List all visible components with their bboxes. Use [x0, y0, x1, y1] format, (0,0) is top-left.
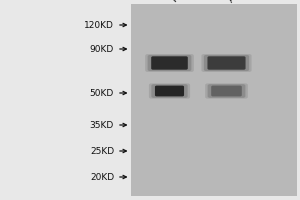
- FancyBboxPatch shape: [208, 56, 246, 70]
- Text: A549: A549: [226, 0, 250, 4]
- FancyBboxPatch shape: [155, 86, 184, 96]
- Text: 90KD: 90KD: [90, 45, 114, 53]
- Text: 20KD: 20KD: [90, 172, 114, 182]
- FancyBboxPatch shape: [204, 55, 249, 71]
- Bar: [130, 4, 297, 196]
- FancyBboxPatch shape: [205, 83, 248, 99]
- Text: 35KD: 35KD: [90, 120, 114, 130]
- FancyBboxPatch shape: [151, 56, 188, 70]
- FancyBboxPatch shape: [211, 86, 242, 96]
- Text: 50KD: 50KD: [90, 88, 114, 98]
- FancyBboxPatch shape: [148, 55, 191, 71]
- Text: HepG2: HepG2: [169, 0, 199, 4]
- FancyBboxPatch shape: [149, 83, 190, 99]
- Text: 25KD: 25KD: [90, 146, 114, 156]
- FancyBboxPatch shape: [208, 84, 245, 98]
- FancyBboxPatch shape: [152, 84, 188, 98]
- FancyBboxPatch shape: [145, 54, 194, 72]
- Text: 120KD: 120KD: [84, 21, 114, 29]
- FancyBboxPatch shape: [202, 54, 252, 72]
